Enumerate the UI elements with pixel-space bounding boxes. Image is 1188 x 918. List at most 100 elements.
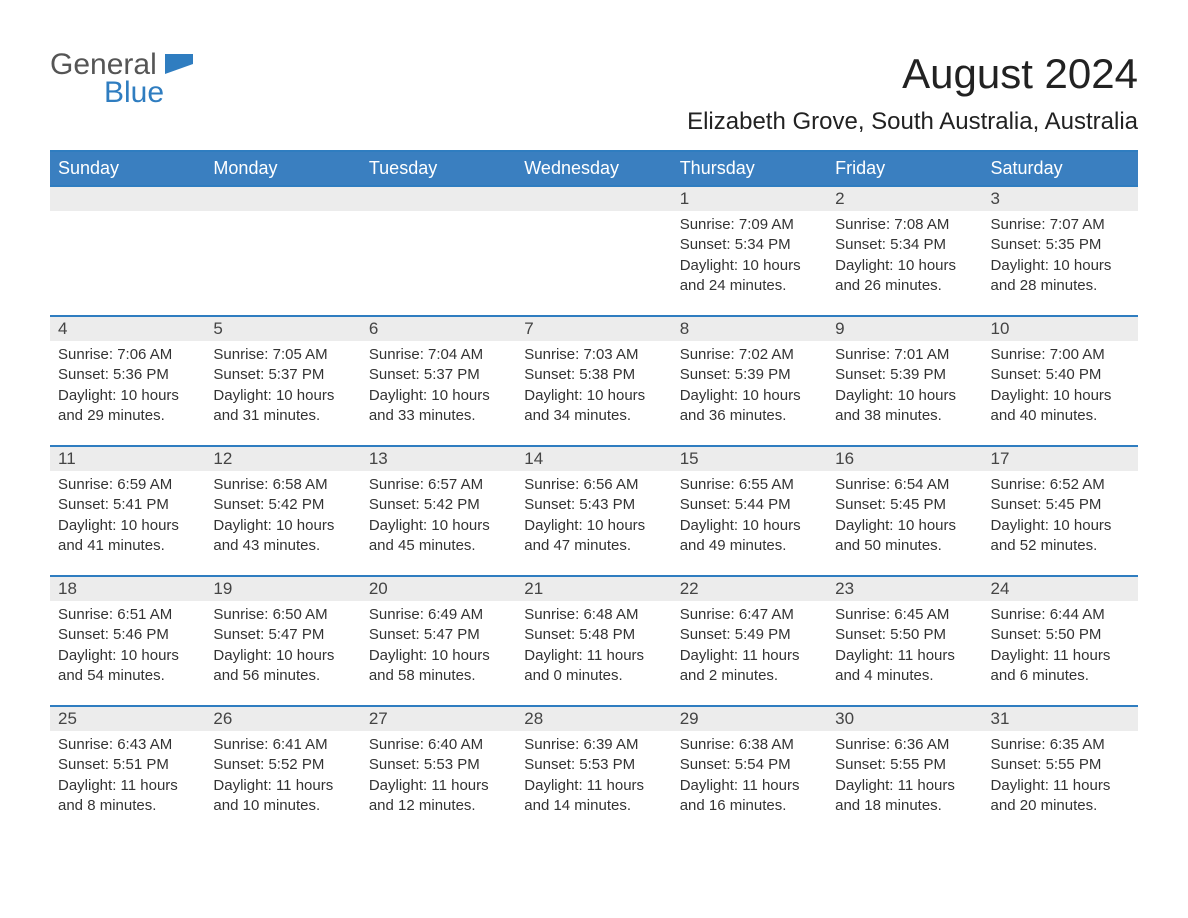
calendar-day-cell: 23Sunrise: 6:45 AMSunset: 5:50 PMDayligh… [827, 577, 982, 705]
calendar-day-cell: 13Sunrise: 6:57 AMSunset: 5:42 PMDayligh… [361, 447, 516, 575]
weekday-header: Sunday [50, 152, 205, 185]
weekday-header: Saturday [983, 152, 1138, 185]
calendar-day-cell: 29Sunrise: 6:38 AMSunset: 5:54 PMDayligh… [672, 707, 827, 835]
weekday-header: Thursday [672, 152, 827, 185]
day-number: 4 [50, 317, 205, 341]
day-number [205, 187, 360, 211]
calendar-day-cell: 24Sunrise: 6:44 AMSunset: 5:50 PMDayligh… [983, 577, 1138, 705]
day-details: Sunrise: 6:35 AMSunset: 5:55 PMDaylight:… [983, 731, 1138, 824]
day-details: Sunrise: 7:02 AMSunset: 5:39 PMDaylight:… [672, 341, 827, 434]
day-number: 22 [672, 577, 827, 601]
day-details: Sunrise: 7:09 AMSunset: 5:34 PMDaylight:… [672, 211, 827, 304]
day-details: Sunrise: 6:38 AMSunset: 5:54 PMDaylight:… [672, 731, 827, 824]
day-details: Sunrise: 7:00 AMSunset: 5:40 PMDaylight:… [983, 341, 1138, 434]
day-number: 5 [205, 317, 360, 341]
day-number: 24 [983, 577, 1138, 601]
day-details: Sunrise: 6:57 AMSunset: 5:42 PMDaylight:… [361, 471, 516, 564]
calendar-week-row: 4Sunrise: 7:06 AMSunset: 5:36 PMDaylight… [50, 315, 1138, 445]
day-number: 19 [205, 577, 360, 601]
day-number: 3 [983, 187, 1138, 211]
calendar: SundayMondayTuesdayWednesdayThursdayFrid… [50, 150, 1138, 835]
day-details: Sunrise: 7:06 AMSunset: 5:36 PMDaylight:… [50, 341, 205, 434]
day-number: 12 [205, 447, 360, 471]
day-number: 10 [983, 317, 1138, 341]
day-details: Sunrise: 6:58 AMSunset: 5:42 PMDaylight:… [205, 471, 360, 564]
day-number: 7 [516, 317, 671, 341]
day-details: Sunrise: 6:39 AMSunset: 5:53 PMDaylight:… [516, 731, 671, 824]
day-details: Sunrise: 6:47 AMSunset: 5:49 PMDaylight:… [672, 601, 827, 694]
day-details: Sunrise: 7:03 AMSunset: 5:38 PMDaylight:… [516, 341, 671, 434]
logo-text-2: Blue [104, 76, 193, 110]
day-number: 13 [361, 447, 516, 471]
calendar-day-cell: 5Sunrise: 7:05 AMSunset: 5:37 PMDaylight… [205, 317, 360, 445]
calendar-day-cell [50, 187, 205, 315]
calendar-day-cell: 12Sunrise: 6:58 AMSunset: 5:42 PMDayligh… [205, 447, 360, 575]
day-details: Sunrise: 6:48 AMSunset: 5:48 PMDaylight:… [516, 601, 671, 694]
weekday-header: Tuesday [361, 152, 516, 185]
day-number: 8 [672, 317, 827, 341]
calendar-day-cell: 11Sunrise: 6:59 AMSunset: 5:41 PMDayligh… [50, 447, 205, 575]
day-number: 9 [827, 317, 982, 341]
calendar-day-cell: 30Sunrise: 6:36 AMSunset: 5:55 PMDayligh… [827, 707, 982, 835]
calendar-week-row: 18Sunrise: 6:51 AMSunset: 5:46 PMDayligh… [50, 575, 1138, 705]
day-details: Sunrise: 6:52 AMSunset: 5:45 PMDaylight:… [983, 471, 1138, 564]
calendar-day-cell: 4Sunrise: 7:06 AMSunset: 5:36 PMDaylight… [50, 317, 205, 445]
calendar-day-cell [361, 187, 516, 315]
calendar-day-cell [205, 187, 360, 315]
day-details: Sunrise: 7:08 AMSunset: 5:34 PMDaylight:… [827, 211, 982, 304]
calendar-day-cell: 8Sunrise: 7:02 AMSunset: 5:39 PMDaylight… [672, 317, 827, 445]
calendar-week-row: 1Sunrise: 7:09 AMSunset: 5:34 PMDaylight… [50, 185, 1138, 315]
calendar-week-row: 11Sunrise: 6:59 AMSunset: 5:41 PMDayligh… [50, 445, 1138, 575]
day-details: Sunrise: 6:51 AMSunset: 5:46 PMDaylight:… [50, 601, 205, 694]
day-number: 29 [672, 707, 827, 731]
day-number: 6 [361, 317, 516, 341]
day-number: 14 [516, 447, 671, 471]
calendar-day-cell: 25Sunrise: 6:43 AMSunset: 5:51 PMDayligh… [50, 707, 205, 835]
day-details: Sunrise: 6:49 AMSunset: 5:47 PMDaylight:… [361, 601, 516, 694]
day-number: 1 [672, 187, 827, 211]
calendar-day-cell: 9Sunrise: 7:01 AMSunset: 5:39 PMDaylight… [827, 317, 982, 445]
calendar-day-cell: 14Sunrise: 6:56 AMSunset: 5:43 PMDayligh… [516, 447, 671, 575]
day-number [50, 187, 205, 211]
header: General Blue August 2024 Elizabeth Grove… [50, 50, 1138, 136]
day-details: Sunrise: 6:56 AMSunset: 5:43 PMDaylight:… [516, 471, 671, 564]
calendar-day-cell: 16Sunrise: 6:54 AMSunset: 5:45 PMDayligh… [827, 447, 982, 575]
month-title: August 2024 [687, 50, 1138, 98]
day-number: 18 [50, 577, 205, 601]
weekday-header-row: SundayMondayTuesdayWednesdayThursdayFrid… [50, 152, 1138, 185]
day-details: Sunrise: 7:04 AMSunset: 5:37 PMDaylight:… [361, 341, 516, 434]
weekday-header: Wednesday [516, 152, 671, 185]
calendar-week-row: 25Sunrise: 6:43 AMSunset: 5:51 PMDayligh… [50, 705, 1138, 835]
calendar-body: 1Sunrise: 7:09 AMSunset: 5:34 PMDaylight… [50, 185, 1138, 835]
day-details: Sunrise: 6:40 AMSunset: 5:53 PMDaylight:… [361, 731, 516, 824]
weekday-header: Monday [205, 152, 360, 185]
day-number: 28 [516, 707, 671, 731]
calendar-day-cell: 26Sunrise: 6:41 AMSunset: 5:52 PMDayligh… [205, 707, 360, 835]
day-number: 23 [827, 577, 982, 601]
day-details: Sunrise: 6:41 AMSunset: 5:52 PMDaylight:… [205, 731, 360, 824]
calendar-day-cell: 7Sunrise: 7:03 AMSunset: 5:38 PMDaylight… [516, 317, 671, 445]
day-number: 25 [50, 707, 205, 731]
calendar-day-cell: 2Sunrise: 7:08 AMSunset: 5:34 PMDaylight… [827, 187, 982, 315]
day-details: Sunrise: 7:05 AMSunset: 5:37 PMDaylight:… [205, 341, 360, 434]
calendar-day-cell: 28Sunrise: 6:39 AMSunset: 5:53 PMDayligh… [516, 707, 671, 835]
weekday-header: Friday [827, 152, 982, 185]
calendar-day-cell: 21Sunrise: 6:48 AMSunset: 5:48 PMDayligh… [516, 577, 671, 705]
calendar-day-cell: 19Sunrise: 6:50 AMSunset: 5:47 PMDayligh… [205, 577, 360, 705]
calendar-day-cell: 15Sunrise: 6:55 AMSunset: 5:44 PMDayligh… [672, 447, 827, 575]
day-details: Sunrise: 6:44 AMSunset: 5:50 PMDaylight:… [983, 601, 1138, 694]
day-details: Sunrise: 6:45 AMSunset: 5:50 PMDaylight:… [827, 601, 982, 694]
calendar-day-cell: 18Sunrise: 6:51 AMSunset: 5:46 PMDayligh… [50, 577, 205, 705]
calendar-day-cell: 1Sunrise: 7:09 AMSunset: 5:34 PMDaylight… [672, 187, 827, 315]
day-details: Sunrise: 6:50 AMSunset: 5:47 PMDaylight:… [205, 601, 360, 694]
day-number: 26 [205, 707, 360, 731]
calendar-day-cell [516, 187, 671, 315]
day-number: 17 [983, 447, 1138, 471]
day-number: 15 [672, 447, 827, 471]
day-number: 2 [827, 187, 982, 211]
day-number: 21 [516, 577, 671, 601]
day-details: Sunrise: 6:43 AMSunset: 5:51 PMDaylight:… [50, 731, 205, 824]
day-number: 11 [50, 447, 205, 471]
day-details: Sunrise: 6:59 AMSunset: 5:41 PMDaylight:… [50, 471, 205, 564]
flag-icon [165, 54, 193, 79]
